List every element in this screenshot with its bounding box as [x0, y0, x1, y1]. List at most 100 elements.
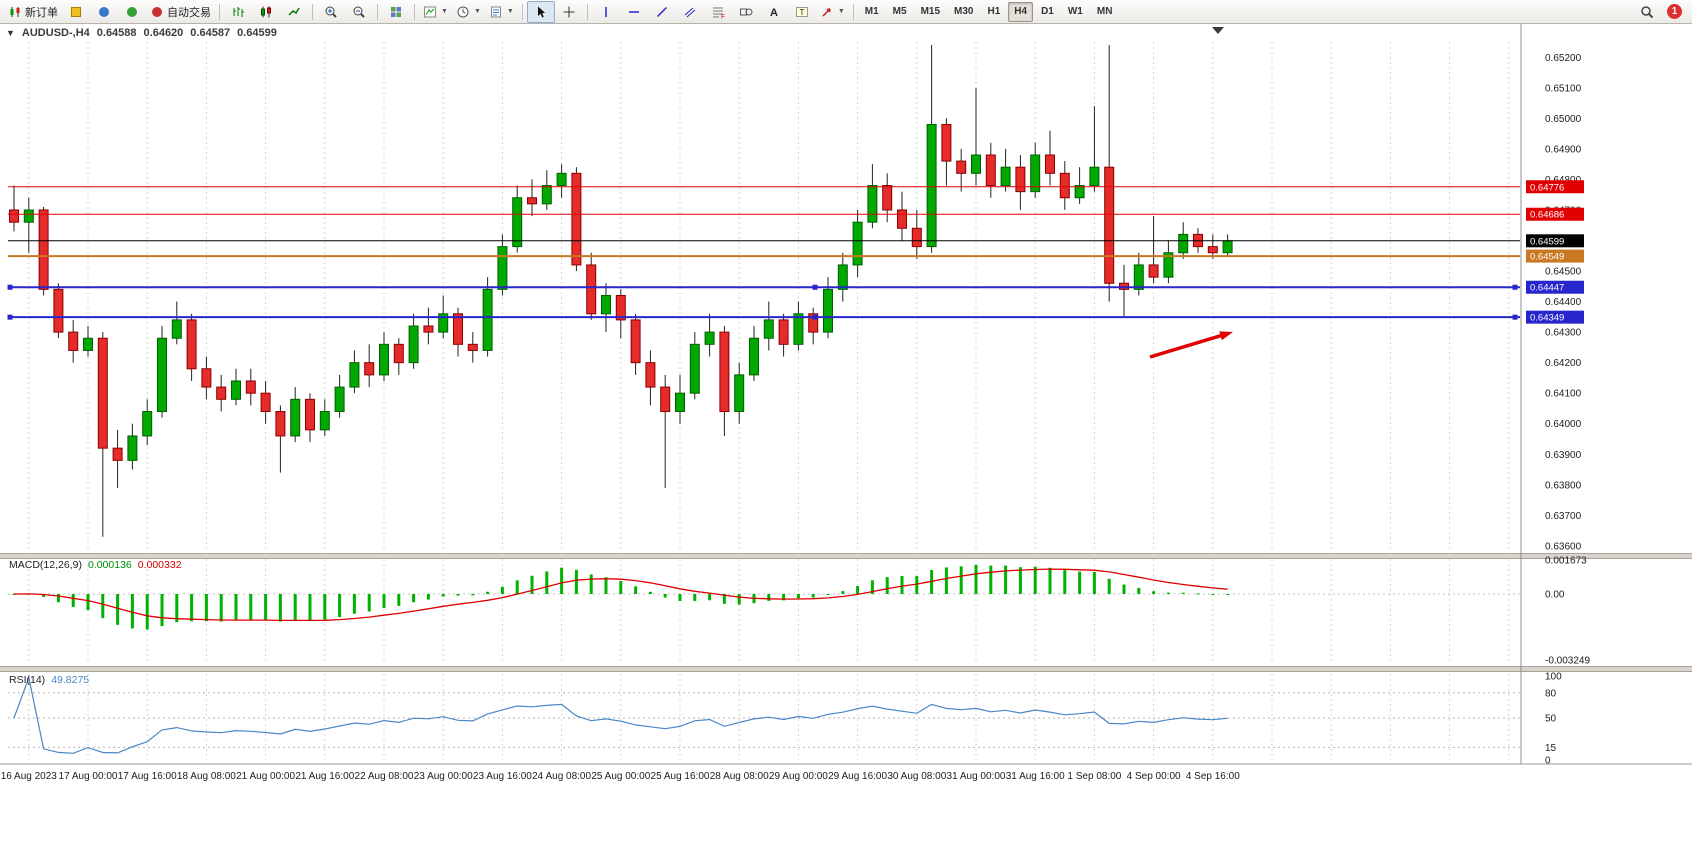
- svg-text:0.64776: 0.64776: [1530, 182, 1564, 193]
- toolbar-periods-button[interactable]: ▼: [452, 1, 485, 23]
- timeframe-W1-button[interactable]: W1: [1067, 6, 1083, 17]
- macd-signal-value: 0.000332: [137, 559, 182, 571]
- bar-close-value: 0.64599: [237, 27, 277, 39]
- toolbar-alerts-button[interactable]: [118, 1, 146, 23]
- timeframe-D1-button[interactable]: D1: [1041, 6, 1054, 17]
- tile-icon: [391, 6, 401, 17]
- toolbar-templates-button[interactable]: ▼: [485, 1, 518, 23]
- macd-panel: [8, 564, 1520, 630]
- timeframe-M1-button[interactable]: M1: [864, 6, 879, 17]
- svg-text:0.64447: 0.64447: [1530, 283, 1564, 294]
- bars-icon: [233, 6, 244, 17]
- price-tick-label: 0.65100: [1545, 83, 1582, 94]
- splitter-macd[interactable]: [0, 553, 1692, 559]
- rsi-tick-label: 80: [1545, 688, 1557, 699]
- timeframe-M30-button[interactable]: M30: [954, 6, 974, 17]
- toolbar-tile-windows-button[interactable]: [382, 1, 410, 23]
- macd-name: MACD(12,26,9): [9, 559, 82, 571]
- toolbar-fibonacci-button[interactable]: F: [704, 1, 732, 23]
- toolbar-line-chart-button[interactable]: [280, 1, 308, 23]
- toolbar-zoom-out-button[interactable]: [345, 1, 373, 23]
- toolbar-text-button[interactable]: A: [760, 1, 788, 23]
- zoom-in-icon: [325, 6, 337, 18]
- toolbar-search-button[interactable]: [1633, 1, 1661, 23]
- macd-tick-label: 0.00: [1545, 589, 1565, 600]
- channel-icon: [684, 7, 696, 17]
- line-handle[interactable]: [812, 284, 818, 290]
- line-handle[interactable]: [1512, 284, 1518, 290]
- one-click-trading-toggle[interactable]: ▼: [6, 28, 15, 38]
- timeframe-H4-button[interactable]: H4: [1008, 1, 1034, 22]
- timeframe-M15-button[interactable]: M15: [920, 6, 941, 17]
- bar-low-value: 0.64587: [190, 27, 231, 39]
- time-tick-label: 25 Aug 00:00: [591, 771, 650, 782]
- price-axis[interactable]: 0.652000.651000.650000.649000.648000.647…: [1520, 24, 1590, 767]
- toolbar-zoom-in-button[interactable]: [317, 1, 345, 23]
- toolbar-shapes-button[interactable]: [732, 1, 760, 23]
- timeframe-MN-button[interactable]: MN: [1096, 6, 1113, 17]
- toolbar-indicators-button[interactable]: ▼: [419, 1, 452, 23]
- toolbar-cursor-button[interactable]: [526, 0, 555, 23]
- toolbar-separator: [414, 3, 415, 20]
- price-tag-0.64349: 0.64349: [1526, 310, 1584, 324]
- timeframe-M5-button[interactable]: M5: [892, 6, 907, 17]
- new-order-icon: [10, 6, 20, 17]
- toolbar-vertical-line-button[interactable]: [592, 1, 620, 23]
- arrows-icon: [822, 7, 831, 17]
- toolbar-mql5-community-button[interactable]: [90, 1, 118, 23]
- toolbar-trendline-button[interactable]: [648, 1, 676, 23]
- toolbar-autotrading-button[interactable]: 自动交易: [146, 1, 215, 23]
- toolbar-equidistant-channel-button[interactable]: [676, 1, 704, 23]
- rsi-tick-label: 100: [1545, 672, 1562, 683]
- price-tick-label: 0.63700: [1545, 511, 1582, 522]
- line-handle[interactable]: [7, 284, 13, 290]
- time-axis[interactable]: 16 Aug 2023 17 Aug 00:00 17 Aug 16:00 18 Au…: [1, 771, 1240, 782]
- toolbar-separator: [586, 3, 588, 20]
- bar-high-value: 0.64620: [143, 27, 184, 39]
- rsi-value: 49.8275: [51, 674, 90, 686]
- splitter-rsi[interactable]: [0, 666, 1692, 672]
- rsi-tick-label: 15: [1545, 743, 1557, 754]
- candles-icon: [261, 6, 271, 17]
- time-tick-label: 28 Aug 08:00: [710, 771, 769, 782]
- toolbar: 新订单 自动交易 ▼ ▼ ▼ F A T ▼ M1 M5 M15 M30 H1 H4 D1 W1 MN 1: [0, 0, 1692, 24]
- line-handle[interactable]: [812, 314, 818, 320]
- trendline-icon: [656, 6, 667, 17]
- vline-icon: [605, 6, 607, 17]
- timeframe-H1-button[interactable]: H1: [987, 6, 1001, 17]
- price-tick-label: 0.63800: [1545, 480, 1582, 491]
- toolbar-new-order-button[interactable]: 新订单: [4, 1, 62, 23]
- price-tick-label: 0.64200: [1545, 358, 1582, 369]
- price-tick-label: 0.64900: [1545, 144, 1582, 155]
- line-handle[interactable]: [1512, 314, 1518, 320]
- toolbar-bar-chart-button[interactable]: [224, 1, 252, 23]
- time-tick-label: 29 Aug 16:00: [828, 771, 887, 782]
- svg-text:0.64686: 0.64686: [1530, 210, 1564, 221]
- time-tick-label: 24 Aug 08:00: [532, 771, 591, 782]
- toolbar-candle-chart-button[interactable]: [252, 1, 280, 23]
- toolbar-metaeditor-button[interactable]: [62, 1, 90, 23]
- toolbar-separator: [852, 3, 854, 20]
- notification-badge[interactable]: 1: [1667, 4, 1682, 19]
- toolbar-horizontal-line-button[interactable]: [620, 1, 648, 23]
- price-tick-label: 0.63900: [1545, 450, 1582, 461]
- time-tick-label: 21 Aug 00:00: [236, 771, 295, 782]
- time-tick-label: 23 Aug 16:00: [473, 771, 532, 782]
- annotation-arrow[interactable]: [1149, 331, 1233, 359]
- toolbar-arrows-button[interactable]: ▼: [816, 1, 849, 23]
- toolbar-text-label-button[interactable]: T: [788, 1, 816, 23]
- time-tick-label: 31 Aug 00:00: [947, 771, 1006, 782]
- toolbar-crosshair-button[interactable]: [555, 1, 583, 23]
- svg-text:0.64349: 0.64349: [1530, 313, 1564, 324]
- template-icon: [490, 6, 501, 17]
- line-icon: [288, 7, 300, 16]
- line-handle[interactable]: [7, 314, 13, 320]
- bar-open-value: 0.64588: [96, 27, 137, 39]
- toolbar-right-cluster: 1: [1633, 1, 1688, 23]
- chart-background: [0, 24, 1692, 854]
- toolbar-separator: [521, 3, 523, 20]
- chevron-down-icon: ▼: [837, 8, 845, 15]
- chart-shift-marker[interactable]: [1212, 27, 1224, 34]
